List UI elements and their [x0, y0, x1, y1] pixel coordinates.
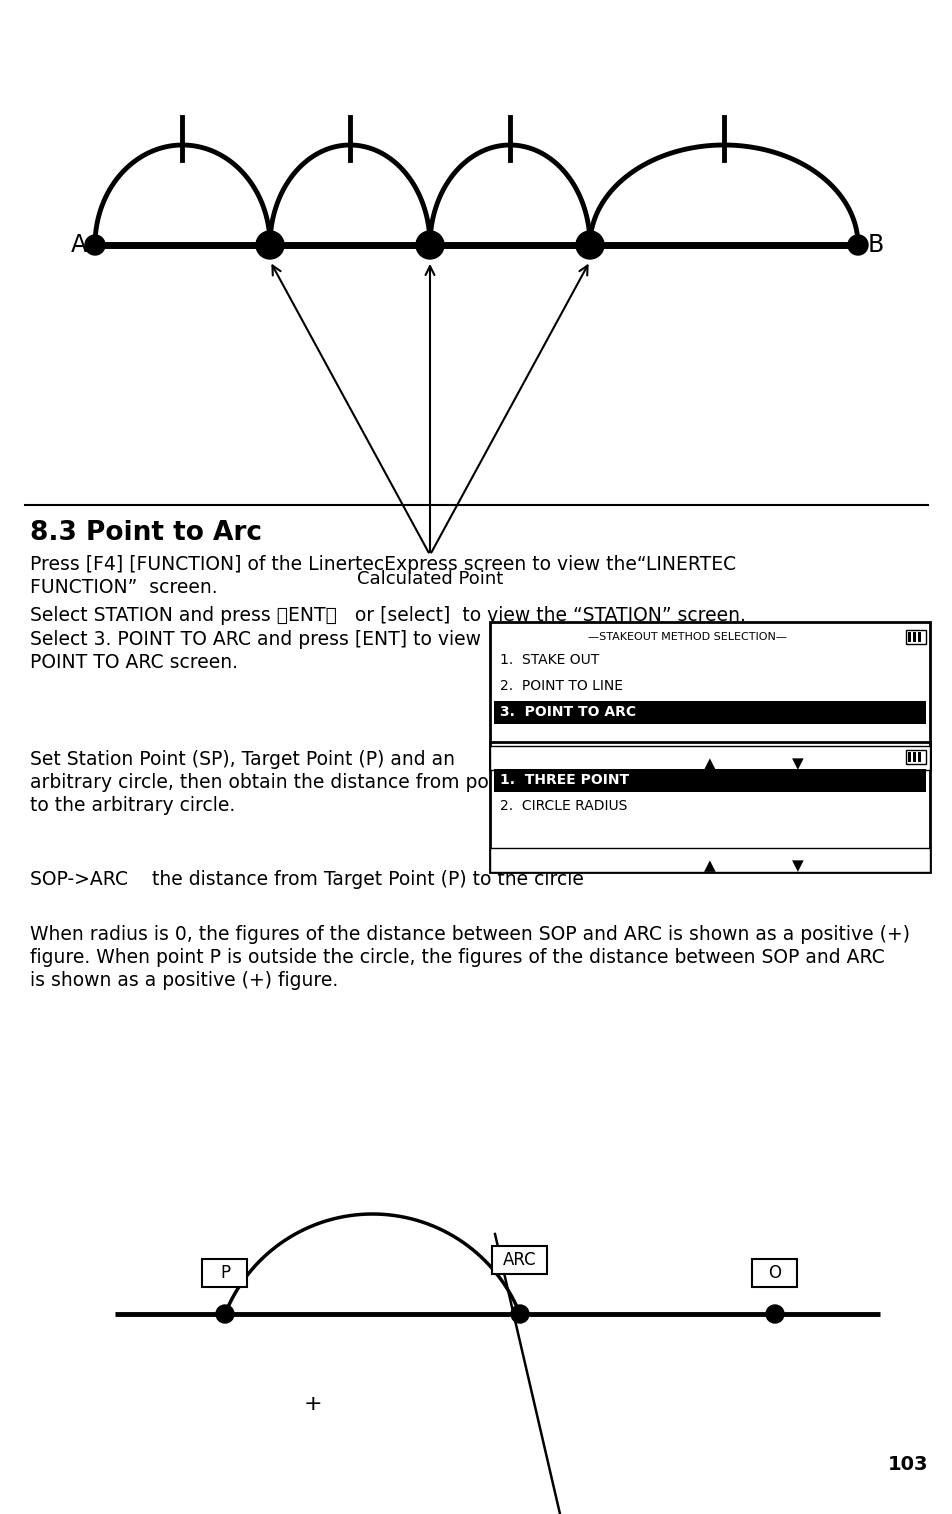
Bar: [907, 631, 910, 642]
Text: Press [F4] [FUNCTION] of the LinertecExpress screen to view the“LINERTEC: Press [F4] [FUNCTION] of the LinertecExp…: [30, 556, 735, 574]
Circle shape: [256, 232, 284, 259]
Circle shape: [510, 1305, 528, 1323]
Bar: [917, 752, 920, 762]
Text: Select STATION and press ［ENT］   or [select]  to view the “STATION” screen.: Select STATION and press ［ENT］ or [selec…: [30, 606, 745, 625]
Circle shape: [85, 235, 105, 254]
Bar: [752, 1260, 797, 1287]
Text: +: +: [303, 1394, 322, 1414]
Bar: [489, 742, 929, 872]
Text: 8.3 Point to Arc: 8.3 Point to Arc: [30, 519, 262, 547]
Bar: [912, 752, 915, 762]
Text: 1.  STAKE OUT: 1. STAKE OUT: [500, 653, 599, 668]
Text: O: O: [767, 1264, 781, 1282]
Circle shape: [575, 232, 604, 259]
Circle shape: [765, 1305, 783, 1323]
Text: FUNCTION”  screen.: FUNCTION” screen.: [30, 578, 217, 597]
Bar: [489, 622, 929, 771]
Bar: [202, 1260, 248, 1287]
Text: ARC: ARC: [503, 1251, 536, 1269]
Text: 2.  POINT TO LINE: 2. POINT TO LINE: [500, 678, 623, 693]
Bar: [493, 769, 925, 792]
Circle shape: [216, 1305, 234, 1323]
Text: A: A: [70, 233, 87, 257]
Bar: [912, 631, 915, 642]
Text: to the arbitrary circle.: to the arbitrary circle.: [30, 796, 235, 815]
Text: P: P: [220, 1264, 229, 1282]
Text: SOP->ARC    the distance from Target Point (P) to the circle: SOP->ARC the distance from Target Point …: [30, 871, 584, 889]
Text: B: B: [867, 233, 883, 257]
Bar: [492, 1246, 547, 1273]
Text: 3.  POINT TO ARC: 3. POINT TO ARC: [500, 706, 635, 719]
Circle shape: [416, 232, 444, 259]
Bar: [905, 630, 925, 643]
Text: Set Station Point (SP), Target Point (P) and an: Set Station Point (SP), Target Point (P)…: [30, 749, 454, 769]
Text: Select 3. POINT TO ARC and press [ENT] to view: Select 3. POINT TO ARC and press [ENT] t…: [30, 630, 481, 650]
Text: figure. When point P is outside the circle, the figures of the distance between : figure. When point P is outside the circ…: [30, 948, 883, 967]
Bar: [489, 746, 929, 771]
Bar: [917, 631, 920, 642]
Text: POINT TO ARC screen.: POINT TO ARC screen.: [30, 653, 238, 672]
Text: 1.  THREE POINT: 1. THREE POINT: [500, 774, 628, 787]
Text: ▼: ▼: [791, 755, 803, 771]
Text: When radius is 0, the figures of the distance between SOP and ARC is shown as a : When radius is 0, the figures of the dis…: [30, 925, 909, 945]
Text: Calculated Point: Calculated Point: [356, 569, 503, 587]
Text: ▲: ▲: [704, 755, 715, 771]
Text: arbitrary circle, then obtain the distance from point P: arbitrary circle, then obtain the distan…: [30, 774, 530, 792]
Text: —POINT TO ARC—: —POINT TO ARC—: [605, 752, 707, 762]
Text: 2.  CIRCLE RADIUS: 2. CIRCLE RADIUS: [500, 799, 626, 813]
Bar: [493, 701, 925, 724]
Text: —STAKEOUT METHOD SELECTION—: —STAKEOUT METHOD SELECTION—: [588, 631, 786, 642]
Bar: [489, 848, 929, 872]
Text: ▼: ▼: [791, 858, 803, 874]
Text: 103: 103: [886, 1455, 927, 1475]
Bar: [905, 749, 925, 765]
Text: is shown as a positive (+) figure.: is shown as a positive (+) figure.: [30, 970, 338, 990]
Circle shape: [847, 235, 867, 254]
Text: ▲: ▲: [704, 858, 715, 874]
Bar: [907, 752, 910, 762]
